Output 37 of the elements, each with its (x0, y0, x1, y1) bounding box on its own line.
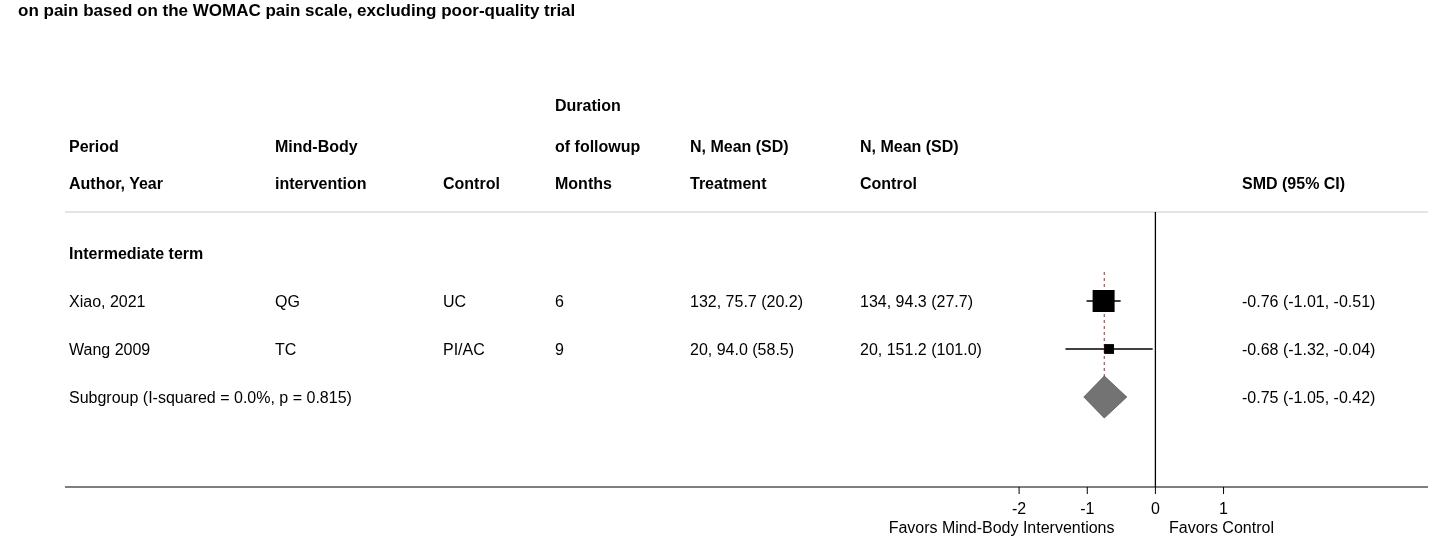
text: Favors Mind-Body Interventions (888, 519, 1115, 536)
annotation: 20, 151.2 (101.0) (860, 341, 982, 358)
annotation: 9 (555, 341, 564, 358)
text: Favors Control (1169, 519, 1274, 536)
y-tick-label: Wang 2009 (69, 341, 151, 358)
text: Control (860, 175, 917, 192)
text: Duration (555, 97, 621, 114)
x-tick-label: 0 (1150, 500, 1160, 517)
text: intervention (275, 175, 367, 192)
annotation: TC (275, 341, 297, 358)
y-tick-label: Xiao, 2021 (69, 293, 146, 310)
annotation: 6 (555, 293, 564, 310)
annotation: -0.76 (-1.01, -0.51) (1242, 293, 1376, 310)
annotation: 132, 75.7 (20.2) (690, 293, 803, 310)
y-tick-label: Subgroup (I-squared = 0.0%, p = 0.815) (69, 389, 352, 406)
x-tick-label: -2 (1011, 500, 1027, 517)
text: SMD (95% CI) (1242, 175, 1346, 192)
text: N, Mean (SD) (860, 138, 959, 155)
x-tick-label: 1 (1219, 500, 1229, 517)
text: of followup (555, 138, 641, 155)
annotation: 20, 94.0 (58.5) (690, 341, 795, 358)
text: N, Mean (SD) (690, 138, 789, 155)
x-tick-label: -1 (1080, 500, 1095, 517)
annotation: UC (443, 293, 467, 310)
annotation: -0.75 (-1.05, -0.42) (1242, 389, 1376, 406)
text: Control (443, 175, 500, 192)
chart-title: on pain based on the WOMAC pain scale, excluding poor-quality trial (18, 1, 576, 20)
y-tick-label: Intermediate term (69, 245, 204, 262)
text: Treatment (690, 175, 768, 192)
text: Months (555, 175, 612, 192)
text: Author, Year (69, 175, 163, 192)
text: Mind-Body (275, 138, 358, 155)
annotation: 134, 94.3 (27.7) (860, 293, 973, 310)
annotation: PI/AC (443, 341, 485, 358)
annotation: -0.68 (-1.32, -0.04) (1242, 341, 1376, 358)
annotation: QG (275, 293, 300, 310)
text: Period (69, 138, 119, 155)
